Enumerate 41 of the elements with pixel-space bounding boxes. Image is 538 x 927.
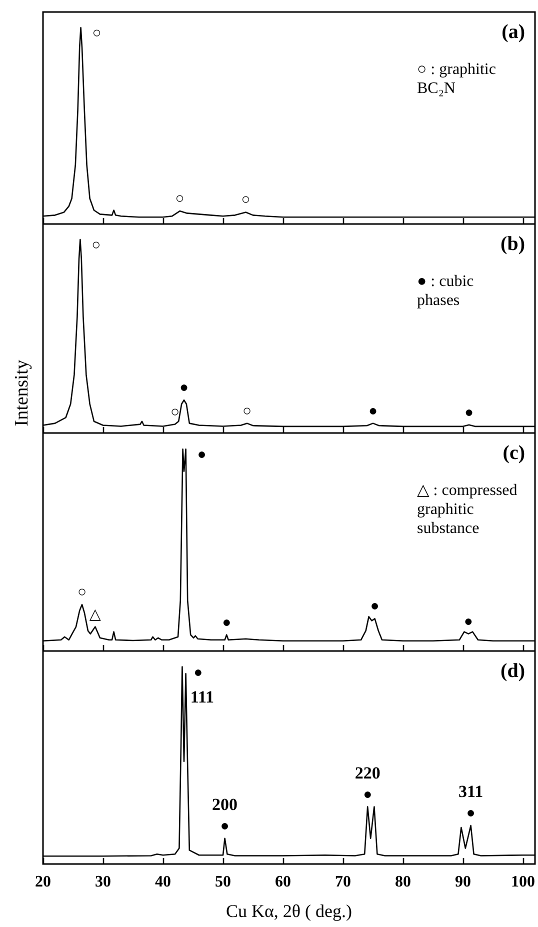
annotation: 111	[190, 687, 214, 706]
x-tick-label: 40	[155, 874, 171, 890]
annotation: ○ : graphitic BC₂N	[417, 61, 500, 97]
annotation: (c)	[502, 442, 526, 464]
x-tick-label: 30	[95, 874, 111, 890]
annotation: ○	[241, 192, 250, 208]
annotation: △	[89, 606, 102, 623]
x-tick-label: 50	[215, 874, 231, 890]
annotation: ●	[464, 614, 473, 630]
annotation: ○	[170, 404, 180, 420]
annotation: (b)	[500, 233, 526, 255]
annotation: ●	[222, 614, 232, 631]
annotation: 311	[458, 782, 484, 802]
x-tick-label: 60	[275, 874, 291, 890]
x-tick-label: 70	[335, 874, 351, 890]
annotation: ●	[194, 664, 203, 681]
annotation: ○	[77, 584, 87, 601]
x-tick-label: 20	[35, 874, 51, 890]
x-tick-label: 90	[455, 874, 471, 890]
annotation: △ : compressed graphitic substance	[417, 482, 522, 537]
y-axis-title: Intensity	[12, 359, 32, 426]
annotation: ○	[242, 403, 252, 420]
annotation: ●	[179, 380, 189, 396]
annotation: ●	[197, 447, 206, 464]
annotation: ●	[466, 806, 476, 822]
annotation: ○	[175, 191, 184, 208]
annotation: ●	[368, 403, 378, 420]
annotation: ●	[370, 598, 380, 615]
annotation: (d)	[500, 660, 526, 682]
annotation: ●	[464, 404, 474, 421]
annotation: 200	[212, 794, 238, 814]
annotation: ○	[92, 237, 101, 254]
x-axis-title: Cu Kα, 2θ ( deg.)	[226, 901, 352, 921]
annotation: (a)	[502, 21, 526, 43]
annotation: ●	[363, 786, 372, 803]
annotation: ○	[92, 26, 102, 42]
x-tick-label: 100	[511, 874, 535, 890]
x-tick-label: 80	[395, 874, 411, 890]
annotation: 220	[354, 763, 380, 782]
annotation: ●	[220, 818, 230, 834]
annotation: ● : cubic phases	[417, 273, 478, 309]
